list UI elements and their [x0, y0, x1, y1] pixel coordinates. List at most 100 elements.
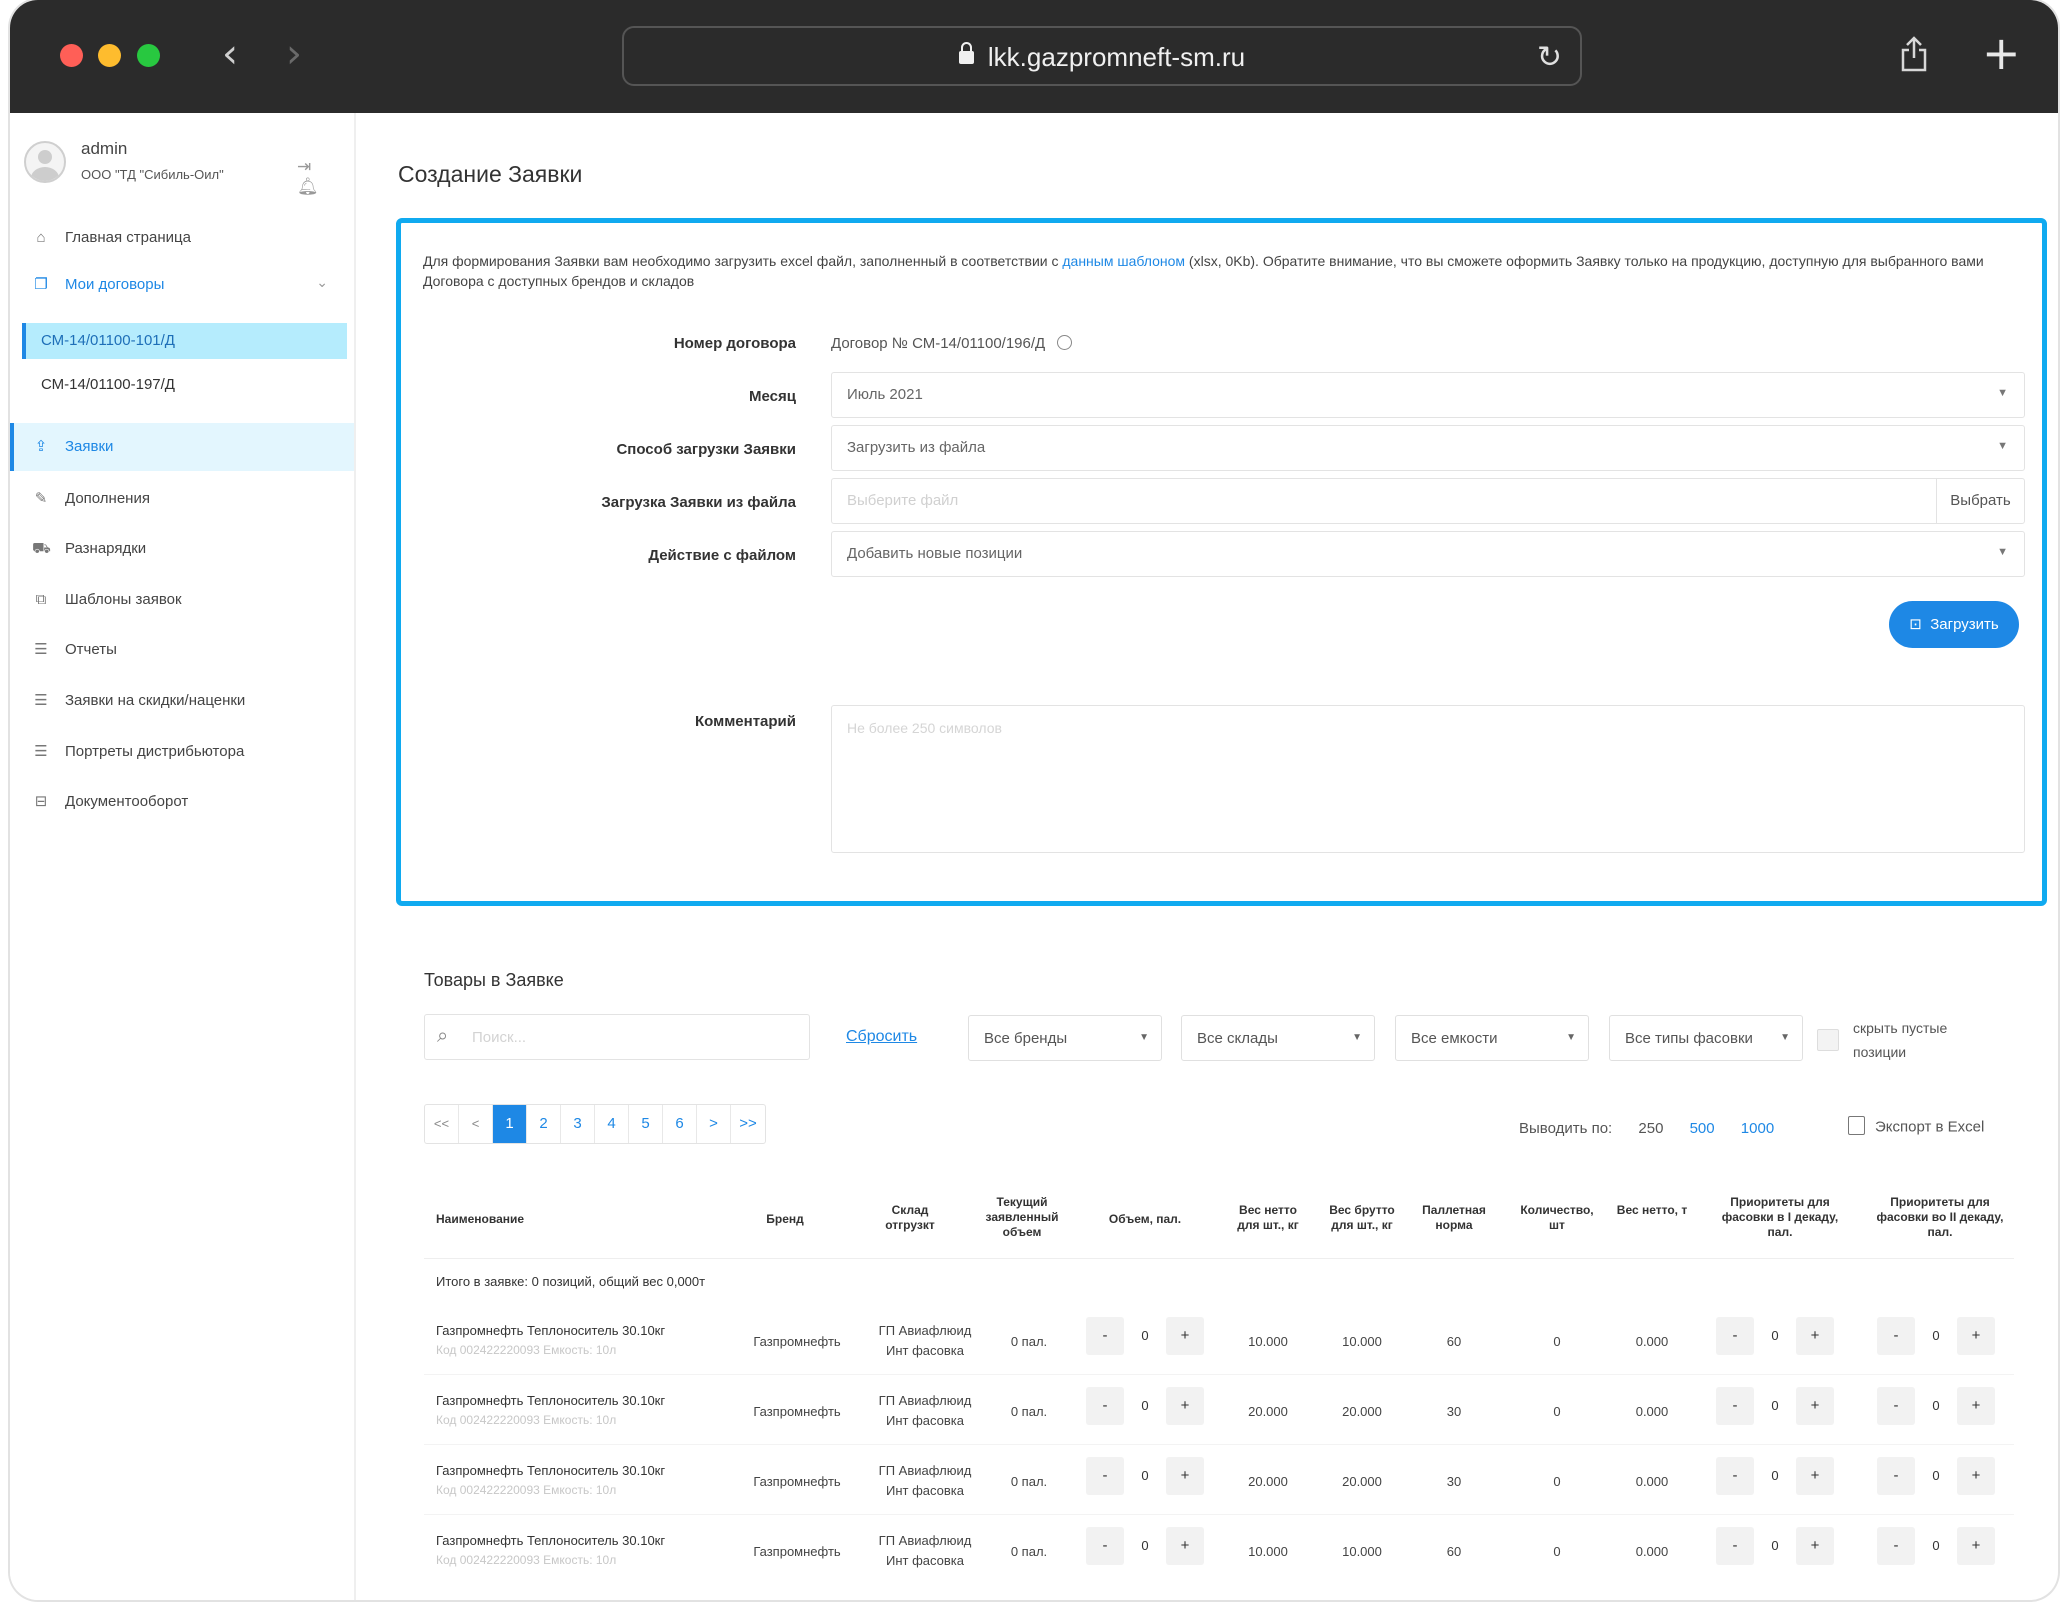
decrement-button[interactable]: - [1086, 1387, 1124, 1425]
sidebar-item-docflow[interactable]: ⊟ Документооборот [10, 781, 354, 823]
contract-item-active[interactable]: СМ-14/01100-101/Д [22, 323, 347, 359]
sidebar-item-reports[interactable]: ☰ Отчеты [10, 629, 354, 671]
sidebar-item-contracts[interactable]: ❐ Мои договоры ⌄ [10, 264, 354, 306]
increment-button[interactable]: + [1166, 1387, 1204, 1425]
upload-button[interactable]: ⊡ Загрузить [1889, 601, 2019, 648]
decrement-button[interactable]: - [1877, 1527, 1915, 1565]
stepper-value[interactable]: 0 [1771, 1538, 1779, 1553]
page-1[interactable]: 1 [493, 1105, 527, 1143]
volume-stepper[interactable]: - 0 + [1086, 1317, 1204, 1355]
month-select[interactable]: Июль 2021 ▼ [831, 372, 2025, 418]
increment-button[interactable]: + [1796, 1387, 1834, 1425]
increment-button[interactable]: + [1166, 1527, 1204, 1565]
back-icon[interactable]: ‹ [222, 31, 238, 77]
forward-icon[interactable]: › [286, 31, 302, 77]
priority-2-stepper[interactable]: - 0 + [1877, 1457, 1995, 1495]
increment-button[interactable]: + [1166, 1457, 1204, 1495]
decrement-button[interactable]: - [1877, 1457, 1915, 1495]
share-icon[interactable] [1900, 36, 1928, 72]
logout-icon[interactable]: ⇥ [297, 157, 312, 176]
packing-filter[interactable]: Все типы фасовки ▼ [1609, 1015, 1803, 1061]
page-5[interactable]: 5 [629, 1105, 663, 1143]
info-icon[interactable] [1057, 334, 1073, 350]
priority-1-stepper[interactable]: - 0 + [1716, 1387, 1834, 1425]
stepper-value[interactable]: 0 [1771, 1328, 1779, 1343]
comment-textarea[interactable]: Не более 250 символов [831, 705, 2025, 853]
page-4[interactable]: 4 [595, 1105, 629, 1143]
increment-button[interactable]: + [1957, 1527, 1995, 1565]
stepper-value[interactable]: 0 [1932, 1398, 1940, 1413]
choose-file-button[interactable]: Выбрать [1936, 479, 2024, 523]
decrement-button[interactable]: - [1877, 1387, 1915, 1425]
increment-button[interactable]: + [1796, 1317, 1834, 1355]
increment-button[interactable]: + [1957, 1457, 1995, 1495]
warehouse-filter[interactable]: Все склады ▼ [1181, 1015, 1375, 1061]
stepper-value[interactable]: 0 [1141, 1398, 1149, 1413]
priority-1-stepper[interactable]: - 0 + [1716, 1317, 1834, 1355]
stepper-value[interactable]: 0 [1932, 1538, 1940, 1553]
stepper-value[interactable]: 0 [1141, 1538, 1149, 1553]
stepper-value[interactable]: 0 [1141, 1468, 1149, 1483]
sidebar-item-allocations[interactable]: ⛟ Разнарядки [10, 528, 354, 570]
contract-item[interactable]: СМ-14/01100-197/Д [22, 367, 347, 403]
priority-2-stepper[interactable]: - 0 + [1877, 1317, 1995, 1355]
sidebar-item-additions[interactable]: ✎ Дополнения [10, 478, 354, 520]
method-select[interactable]: Загрузить из файла ▼ [831, 425, 2025, 471]
priority-2-stepper[interactable]: - 0 + [1877, 1387, 1995, 1425]
priority-1-stepper[interactable]: - 0 + [1716, 1527, 1834, 1565]
sidebar-item-templates[interactable]: ⧉ Шаблоны заявок [10, 579, 354, 621]
export-excel-button[interactable]: Экспорт в Excel [1848, 1116, 1984, 1137]
avatar[interactable] [24, 141, 66, 183]
address-bar[interactable]: lkk.gazpromneft-sm.ru ↻ [622, 26, 1582, 86]
increment-button[interactable]: + [1957, 1317, 1995, 1355]
maximize-window-button[interactable] [137, 44, 160, 67]
page-prev[interactable]: < [459, 1105, 493, 1143]
page-3[interactable]: 3 [561, 1105, 595, 1143]
priority-1-stepper[interactable]: - 0 + [1716, 1457, 1834, 1495]
reset-link[interactable]: Сбросить [846, 1028, 918, 1045]
hide-empty-checkbox[interactable] [1817, 1029, 1839, 1051]
decrement-button[interactable]: - [1716, 1317, 1754, 1355]
perpage-1000[interactable]: 1000 [1740, 1120, 1775, 1137]
page-next[interactable]: > [697, 1105, 731, 1143]
search-input[interactable]: ⌕ Поиск... [424, 1014, 810, 1060]
perpage-250[interactable]: 250 [1638, 1120, 1664, 1137]
stepper-value[interactable]: 0 [1932, 1328, 1940, 1343]
sidebar-item-requests[interactable]: ⇪ Заявки [10, 423, 354, 471]
reload-icon[interactable]: ↻ [1536, 40, 1562, 75]
increment-button[interactable]: + [1796, 1527, 1834, 1565]
file-input[interactable]: Выберите файл Выбрать [831, 478, 2025, 524]
brand-filter[interactable]: Все бренды ▼ [968, 1015, 1162, 1061]
decrement-button[interactable]: - [1716, 1527, 1754, 1565]
new-tab-icon[interactable]: + [1982, 26, 2021, 80]
sidebar-item-discounts[interactable]: ☰ Заявки на скидки/наценки [10, 680, 354, 722]
stepper-value[interactable]: 0 [1771, 1468, 1779, 1483]
decrement-button[interactable]: - [1716, 1387, 1754, 1425]
decrement-button[interactable]: - [1086, 1457, 1124, 1495]
template-link[interactable]: данным шаблоном [1062, 253, 1186, 269]
decrement-button[interactable]: - [1716, 1457, 1754, 1495]
sidebar-item-home[interactable]: ⌂ Главная страница [10, 217, 354, 259]
volume-stepper[interactable]: - 0 + [1086, 1527, 1204, 1565]
sidebar-item-distributor[interactable]: ☰ Портреты дистрибьютора [10, 731, 354, 773]
page-first[interactable]: << [425, 1105, 459, 1143]
volume-stepper[interactable]: - 0 + [1086, 1387, 1204, 1425]
stepper-value[interactable]: 0 [1932, 1468, 1940, 1483]
increment-button[interactable]: + [1796, 1457, 1834, 1495]
decrement-button[interactable]: - [1086, 1317, 1124, 1355]
increment-button[interactable]: + [1957, 1387, 1995, 1425]
capacity-filter[interactable]: Все емкости ▼ [1395, 1015, 1589, 1061]
increment-button[interactable]: + [1166, 1317, 1204, 1355]
minimize-window-button[interactable] [98, 44, 121, 67]
bell-icon[interactable]: 🔔︎ [297, 177, 319, 196]
volume-stepper[interactable]: - 0 + [1086, 1457, 1204, 1495]
action-select[interactable]: Добавить новые позиции ▼ [831, 531, 2025, 577]
page-2[interactable]: 2 [527, 1105, 561, 1143]
stepper-value[interactable]: 0 [1771, 1398, 1779, 1413]
perpage-500[interactable]: 500 [1689, 1120, 1715, 1137]
priority-2-stepper[interactable]: - 0 + [1877, 1527, 1995, 1565]
page-6[interactable]: 6 [663, 1105, 697, 1143]
page-last[interactable]: >> [739, 1115, 757, 1132]
stepper-value[interactable]: 0 [1141, 1328, 1149, 1343]
close-window-button[interactable] [60, 44, 83, 67]
